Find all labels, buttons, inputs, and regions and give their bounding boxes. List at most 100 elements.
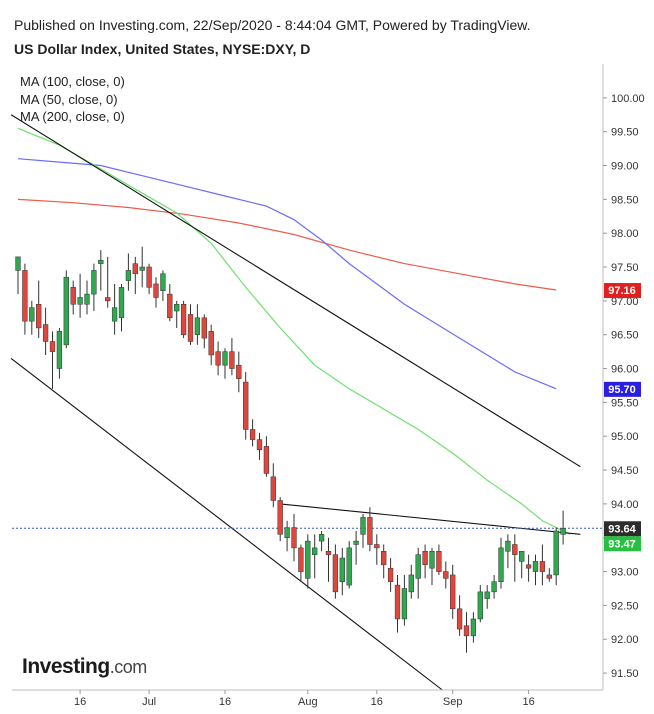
- y-tick-label: 95.00: [611, 431, 639, 443]
- candle: [153, 277, 159, 308]
- candle-body: [346, 547, 352, 586]
- candle-body: [249, 429, 256, 440]
- candle: [56, 327, 63, 379]
- trendline-1: [10, 357, 443, 691]
- candle-body: [525, 564, 532, 569]
- candle: [49, 331, 56, 389]
- candle-body: [49, 341, 56, 352]
- candle-body: [42, 324, 49, 342]
- ma100-line: [17, 158, 557, 390]
- candle: [249, 419, 256, 447]
- candle-body: [381, 551, 387, 566]
- ma200-line: [17, 198, 557, 291]
- candle-body: [160, 273, 166, 291]
- y-tick-label: 100.00: [611, 93, 645, 105]
- logo-main: Investing: [22, 655, 110, 678]
- candle-body: [546, 574, 552, 579]
- candle: [387, 558, 394, 592]
- candle: [381, 544, 387, 579]
- candle: [36, 280, 42, 339]
- candle: [312, 534, 318, 579]
- candle: [146, 263, 152, 295]
- x-tick-label: Aug: [298, 696, 318, 708]
- candle-body: [387, 567, 394, 582]
- candle: [132, 256, 138, 295]
- candle-body: [519, 551, 525, 562]
- candle: [15, 256, 21, 295]
- candle: [215, 341, 221, 376]
- candle: [201, 314, 207, 349]
- candle-body: [118, 287, 125, 319]
- candle: [77, 273, 83, 318]
- candle-body: [491, 581, 497, 593]
- candle: [484, 585, 490, 609]
- candle: [429, 547, 435, 586]
- candle: [160, 270, 166, 301]
- candle-body: [512, 544, 518, 555]
- axes: 91.5092.0092.5093.0093.5094.0094.5095.00…: [12, 64, 645, 708]
- candle-body: [70, 287, 76, 305]
- ma100-badge-text: 95.70: [608, 384, 636, 396]
- ma50-line: [17, 127, 571, 535]
- candle: [463, 612, 470, 653]
- candle: [84, 280, 90, 315]
- candle-body: [111, 307, 118, 322]
- legend-ma50: MA (50, close, 0): [20, 92, 118, 107]
- x-tick-label: 16: [522, 696, 534, 708]
- candle: [111, 283, 118, 335]
- candle: [270, 463, 276, 508]
- candle: [105, 256, 111, 308]
- candle: [305, 534, 311, 589]
- y-tick-label: 94.00: [611, 499, 639, 511]
- candle: [415, 547, 421, 599]
- candle-body: [277, 500, 283, 535]
- candle-body: [305, 540, 311, 579]
- candle-body: [553, 530, 559, 576]
- y-tick-label: 92.50: [611, 600, 639, 612]
- candle-body: [22, 270, 28, 322]
- candle-body: [443, 571, 449, 579]
- candle: [450, 564, 456, 619]
- candle: [539, 544, 546, 586]
- y-tick-label: 97.00: [611, 296, 639, 308]
- candle: [277, 497, 283, 542]
- y-tick-label: 93.00: [611, 567, 639, 579]
- ma200-badge-text: 97.16: [608, 285, 636, 297]
- candle-body: [77, 297, 83, 305]
- candle: [532, 554, 539, 586]
- candle-body: [229, 351, 235, 369]
- investing-logo: Investing.com: [22, 655, 147, 679]
- candle: [456, 595, 463, 636]
- candle-body: [63, 276, 69, 346]
- candle: [63, 270, 69, 349]
- candle-body: [560, 528, 566, 535]
- candle-body: [270, 476, 276, 501]
- candle: [394, 574, 401, 633]
- candle-body: [146, 266, 152, 288]
- candle-body: [463, 625, 470, 637]
- candle: [139, 246, 145, 288]
- candle: [346, 541, 352, 589]
- candle: [443, 561, 449, 589]
- candle-body: [436, 551, 442, 572]
- candle: [353, 530, 359, 565]
- candle-body: [284, 527, 290, 538]
- candle: [42, 307, 49, 356]
- trendlines: [10, 114, 603, 691]
- candle: [436, 544, 442, 575]
- y-tick-label: 99.50: [611, 127, 639, 139]
- candle: [263, 436, 270, 477]
- ma100-badge-bg: [604, 381, 641, 397]
- y-tick-label: 98.00: [611, 228, 639, 240]
- candle: [470, 612, 477, 643]
- candle-body: [29, 307, 35, 322]
- candle-body: [456, 608, 463, 630]
- published-line: Published on Investing.com, 22/Sep/2020 …: [14, 17, 531, 33]
- candle-body: [470, 618, 477, 637]
- candle-body: [125, 270, 132, 281]
- candle-body: [367, 517, 373, 545]
- candle: [367, 507, 373, 552]
- candle: [222, 348, 228, 379]
